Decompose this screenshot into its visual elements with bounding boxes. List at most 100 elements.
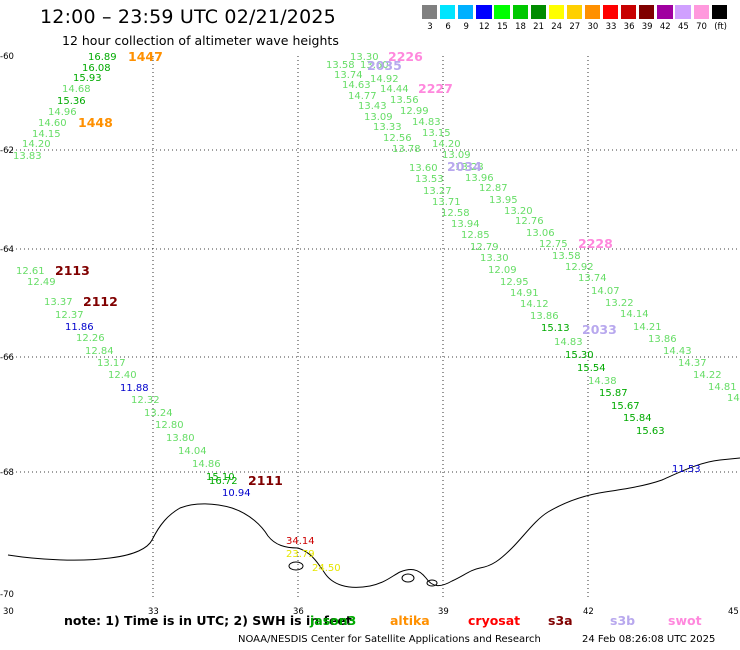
pass-time-label: 2033: [582, 322, 617, 337]
wave-height-label: 23.79: [286, 549, 315, 560]
legend-label: 24: [551, 22, 563, 32]
wave-height-label: 12.26: [76, 333, 105, 344]
legend-label: 36: [623, 22, 635, 32]
legend-label: 9: [463, 22, 469, 32]
wave-height-label: 14.83: [412, 117, 441, 128]
wave-height-label: 13.74: [578, 273, 607, 284]
wave-height-label: 14.81: [708, 382, 737, 393]
wave-height-label: 14.91: [510, 288, 539, 299]
wave-height-label: 13.58: [326, 60, 355, 71]
wave-height-label: 13.74: [334, 70, 363, 81]
lon-tick-label: 45: [728, 607, 739, 617]
wave-height-label: 12.61: [16, 266, 45, 277]
wave-height-label: 12.56: [383, 133, 412, 144]
pass-time-label: 2228: [578, 236, 613, 251]
wave-height-label: 12.87: [479, 183, 508, 194]
legend-swatch: [621, 5, 637, 19]
altimeter-labels: 16.8916.0815.9314.6815.3614.9614.6014.15…: [13, 49, 740, 574]
wave-height-label: 14.20: [432, 139, 461, 150]
wave-height-label: 15.30: [565, 350, 594, 361]
wave-height-label: 13.17: [97, 358, 126, 369]
wave-height-label: 14.: [727, 393, 740, 404]
pass-time-label: 2227: [418, 81, 453, 96]
lat-tick-label: -66: [0, 353, 14, 363]
lat-tick-label: -62: [0, 146, 14, 156]
lat-tick-label: -70: [0, 590, 14, 600]
wave-height-label: 15.93: [73, 73, 102, 84]
legend-label: 27: [569, 22, 581, 32]
wave-height-label: 13.22: [605, 298, 634, 309]
satellite-swot: swot: [668, 613, 702, 628]
legend-swatch: [566, 5, 583, 19]
wave-height-label: 12.40: [108, 370, 137, 381]
legend-swatch: [458, 5, 474, 19]
lat-tick-label: -60: [0, 52, 14, 62]
wave-height-label: 13.60: [360, 60, 389, 71]
legend-swatch: [512, 5, 528, 19]
wave-height-label: 13.09: [364, 112, 393, 123]
wave-height-label: 12.84: [85, 346, 114, 357]
wave-height-label: 14.14: [620, 309, 649, 320]
pass-time-label: 1447: [128, 49, 163, 64]
footer-note: note: 1) Time is in UTC; 2) SWH is in fe…: [64, 613, 352, 628]
pass-time-label: 2111: [248, 473, 283, 488]
wave-height-label: 13.27: [423, 186, 452, 197]
wave-height-label: 14.15: [32, 129, 61, 140]
wave-height-label: 13.37: [44, 297, 73, 308]
lon-tick-label: 36: [293, 607, 304, 617]
legend-label: 18: [515, 22, 526, 32]
wave-height-label: 16.89: [88, 52, 117, 63]
pass-time-label: 2113: [55, 263, 90, 278]
graticule: [8, 56, 740, 600]
wave-height-label: 14.92: [370, 74, 399, 85]
pass-time-label: 2112: [83, 294, 118, 309]
wave-height-label: 12.32: [131, 395, 160, 406]
legend-swatch: [657, 5, 673, 19]
wave-height-label: 13.28: [455, 162, 484, 173]
wave-height-label: 12.80: [155, 420, 184, 431]
wave-height-label: 13.80: [166, 433, 195, 444]
legend-label: 39: [641, 22, 653, 32]
wave-height-label: 12.79: [470, 242, 499, 253]
satellite-s3a: s3a: [548, 613, 573, 628]
axis-ticks: 30 33 36 39 42 45 -60 -62 -64 -66 -68 -70: [0, 52, 739, 617]
lon-tick-label: 42: [583, 607, 594, 617]
wave-height-label: 14.07: [591, 286, 620, 297]
wave-height-label: 12.92: [565, 262, 594, 273]
wave-height-label: 13.96: [465, 173, 494, 184]
legend-swatch: [711, 5, 727, 19]
wave-height-label: 14.96: [48, 107, 77, 118]
wave-height-label: 13.15: [422, 128, 451, 139]
legend-swatch: [639, 5, 655, 19]
wave-height-label: 15.54: [577, 363, 606, 374]
wave-height-label: 14.63: [342, 80, 371, 91]
wave-height-label: 13.20: [504, 206, 533, 217]
map-title: 12:00 – 23:59 UTC 02/21/2025: [40, 6, 336, 28]
satellite-jason3: jason3: [310, 613, 357, 628]
wave-height-label: 12.75: [539, 239, 568, 250]
wave-height-label: 14.60: [38, 118, 67, 129]
satellite-cryosat: cryosat: [468, 613, 521, 628]
wave-height-label: 13.43: [358, 101, 387, 112]
wave-height-label: 12.95: [500, 277, 529, 288]
legend-label: 3: [427, 22, 433, 32]
wave-height-label: 14.43: [663, 346, 692, 357]
credit-text: NOAA/NESDIS Center for Satellite Applica…: [238, 634, 541, 645]
legend-swatch: [693, 5, 709, 19]
coastline-islets: [288, 561, 438, 587]
legend-swatch: [675, 5, 691, 19]
wave-height-label: 13.94: [451, 219, 480, 230]
wave-height-label: 14.83: [554, 337, 583, 348]
pass-time-label: 2035: [367, 58, 402, 73]
map-subtitle: 12 hour collection of altimeter wave hei…: [62, 33, 339, 48]
legend-swatch: [548, 5, 564, 19]
satellite-altika: altika: [390, 613, 430, 628]
legend-label: 45: [677, 22, 689, 32]
wave-height-label: 14.37: [678, 358, 707, 369]
coastline: [7, 457, 740, 588]
wave-height-label: 15.10: [206, 472, 235, 483]
wave-height-label: 10.94: [222, 488, 251, 499]
wave-height-label: 13.58: [552, 251, 581, 262]
wave-height-label: 14.68: [62, 84, 91, 95]
legend-swatch: [476, 5, 492, 19]
